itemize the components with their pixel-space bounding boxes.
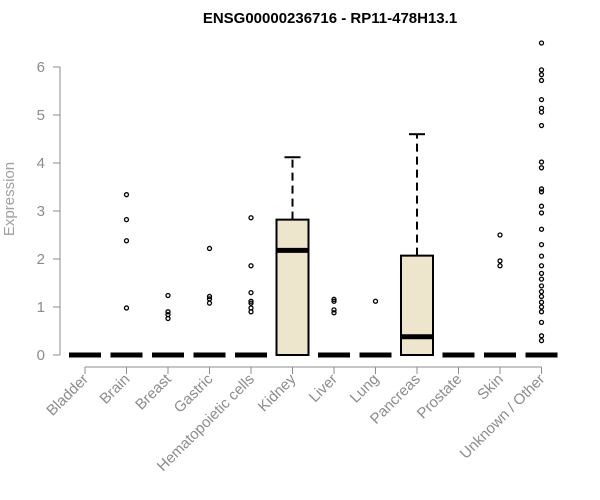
outlier-point [538,210,545,216]
box-group [484,232,516,358]
outlier-point [538,337,545,344]
y-tick-label: 6 [37,59,45,76]
y-tick-label: 1 [37,299,45,316]
outlier-point [538,309,545,315]
outlier-point [497,263,503,269]
x-tick-label: Liver [306,371,341,406]
outlier-point [538,319,545,326]
y-tick-label: 3 [37,203,45,220]
x-tick-label: Lung [347,371,383,407]
box-group [193,245,226,358]
outlier-point [123,216,130,223]
outlier-point [123,238,130,244]
outlier-point [538,40,545,46]
y-axis: 0 1 2 3 4 5 6 [37,59,61,364]
outlier-point [538,270,545,277]
outlier-point [206,293,213,300]
outlier-point [165,312,171,318]
box-rect [275,218,310,356]
outlier-point [538,283,545,289]
outlier-point [538,288,545,295]
outlier-point [538,96,545,103]
chart-title: ENSG00000236716 - RP11-478H13.1 [203,10,457,27]
outlier-point [538,263,545,269]
outlier-point [538,226,545,232]
y-axis-label: Expression [1,162,18,236]
outlier-point [331,307,337,313]
outlier-point [538,159,545,165]
box-group [525,40,558,358]
outlier-point [248,263,254,269]
x-tick-label: Skin [474,371,507,404]
y-tick-label: 5 [37,107,45,124]
outlier-point [248,215,254,221]
outlier-point [538,72,545,78]
outlier-point [538,67,545,73]
outlier-point [206,245,213,252]
x-tick-label: Breast [132,370,175,413]
outlier-point [248,300,254,306]
y-tick-label: 0 [37,347,45,364]
outlier-point [538,186,545,192]
y-tick-label: 4 [37,155,45,172]
outlier-point [538,241,545,248]
outlier-point [538,77,545,84]
outlier-point [248,298,254,304]
outlier-point [123,305,130,311]
outlier-point [331,310,337,316]
plot-area [69,40,558,358]
outlier-point [248,289,254,296]
box-group [235,215,267,358]
outlier-point [206,296,213,302]
outlier-point [497,258,503,264]
outlier-point [538,253,545,259]
outlier-point [372,298,379,304]
outlier-point [538,189,545,195]
x-tick-label: Prostate [414,371,466,423]
outlier-point [165,292,171,299]
outlier-point [538,299,545,305]
outlier-point [538,105,545,111]
outlier-point [497,232,503,238]
x-tick-label: Kidney [255,370,300,415]
outlier-point [206,300,213,306]
outlier-point [331,296,337,302]
box-group [275,156,310,356]
outlier-point [165,309,171,315]
box-group [152,292,184,358]
outlier-point [538,165,545,171]
box-group [400,133,434,356]
outlier-point [538,122,545,129]
outlier-point [248,305,254,311]
outlier-point [123,192,130,198]
outlier-point [538,293,545,300]
outlier-point [538,333,545,339]
outlier-point [331,298,337,304]
box-rect [400,254,434,356]
outlier-point [538,276,545,282]
x-tick-label: Brain [97,371,134,408]
box-group [318,296,350,358]
box-group [359,298,392,358]
x-tick-label: Bladder [43,371,92,420]
box-group [110,192,143,358]
y-tick-label: 2 [37,251,45,268]
outlier-point [538,304,545,310]
outlier-point [538,203,545,209]
